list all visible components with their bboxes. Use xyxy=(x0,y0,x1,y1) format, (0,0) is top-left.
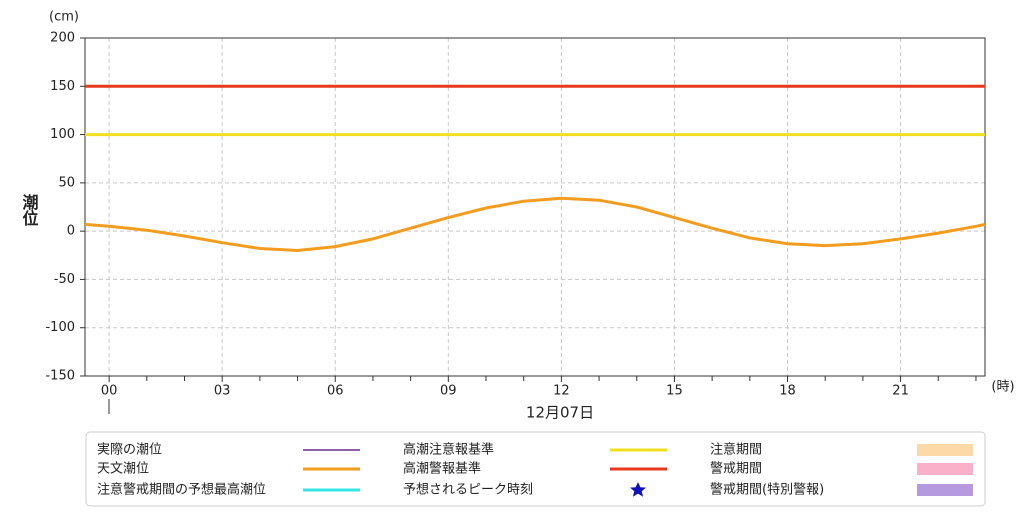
x-tick-label: 12 xyxy=(553,384,570,399)
y-tick-label: 50 xyxy=(58,175,75,190)
x-tick-label: 18 xyxy=(779,384,796,399)
y-axis-label: 潮位 xyxy=(20,193,39,227)
y-tick-label: 200 xyxy=(50,31,75,46)
x-tick-label: 15 xyxy=(666,384,683,399)
legend-label: 警戒期間 xyxy=(710,461,762,477)
legend-label: 予想されるピーク時刻 xyxy=(403,482,533,498)
date-label: 12月07日 xyxy=(526,404,594,422)
legend-swatch xyxy=(917,463,973,475)
x-tick-label: 09 xyxy=(440,384,457,399)
y-tick-label: 100 xyxy=(50,127,75,142)
x-tick-label: 06 xyxy=(327,384,344,399)
legend-swatch xyxy=(917,444,973,456)
legend-label: 注意期間 xyxy=(710,442,762,458)
y-tick-label: -150 xyxy=(45,369,75,384)
y-tick-label: 150 xyxy=(50,79,75,94)
y-tick-label: -50 xyxy=(54,272,75,287)
legend-swatch xyxy=(917,484,973,496)
y-tick-label: 0 xyxy=(67,224,75,239)
x-tick-label: 00 xyxy=(101,384,118,399)
y-tick-label: -100 xyxy=(45,320,75,335)
legend-label: 注意警戒期間の予想最高潮位 xyxy=(97,482,266,498)
plot-frame xyxy=(84,37,986,377)
x-tick-label: 03 xyxy=(214,384,231,399)
legend-label: 高潮警報基準 xyxy=(403,461,481,477)
tide-line xyxy=(84,196,986,253)
legend-label: 警戒期間(特別警報) xyxy=(710,482,824,498)
legend-label: 高潮注意報基準 xyxy=(403,442,494,458)
legend-label: 天文潮位 xyxy=(97,462,149,477)
x-unit: (時) xyxy=(991,380,1014,395)
y-unit: (cm) xyxy=(49,10,79,25)
legend-star xyxy=(630,482,646,497)
legend-label: 実際の潮位 xyxy=(97,442,162,458)
x-tick-label: 21 xyxy=(892,384,909,399)
